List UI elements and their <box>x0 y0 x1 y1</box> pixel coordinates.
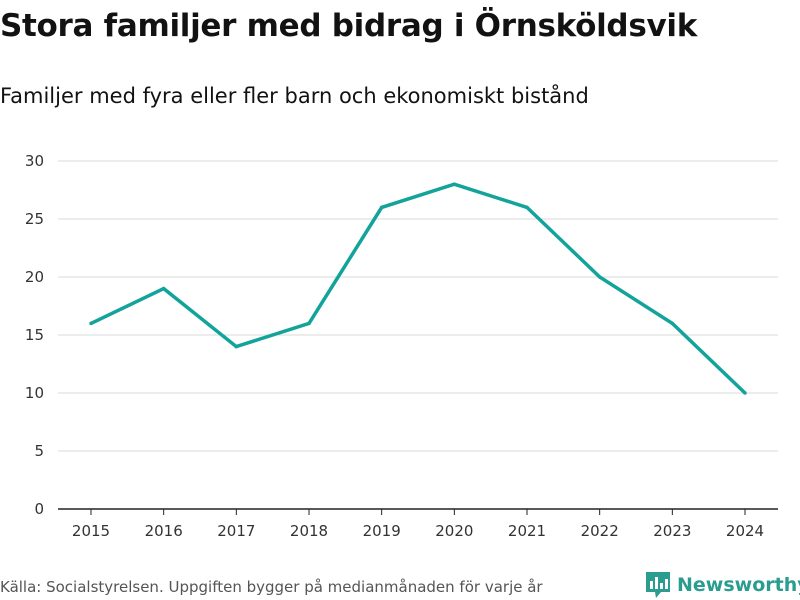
series-line <box>90 182 747 395</box>
x-tick-label: 2022 <box>581 522 619 540</box>
data-point <box>161 286 166 291</box>
bar-chart-icon <box>646 572 670 598</box>
x-tick-label: 2023 <box>653 522 691 540</box>
series-layer <box>89 182 747 395</box>
y-tick-label: 5 <box>34 442 44 460</box>
data-point <box>525 205 529 210</box>
x-tick-label: 2021 <box>508 522 546 540</box>
data-point <box>234 344 239 349</box>
y-tick-label: 25 <box>25 210 44 228</box>
y-tick-label: 15 <box>25 326 44 344</box>
data-point <box>89 321 93 326</box>
y-tick-label: 0 <box>34 500 44 518</box>
x-axis-ticks: 2015 2016 2017 2018 2019 2020 2021 2022 2023 2024 <box>72 509 764 540</box>
y-axis-ticks: 0 5 10 15 20 25 30 <box>25 152 44 518</box>
chart-title: Stora familjer med bidrag i Örnsköldsvik <box>0 8 698 44</box>
data-point <box>597 275 602 279</box>
brand-logo: Newsworthy <box>644 570 800 600</box>
data-point <box>452 182 457 186</box>
gridlines <box>58 160 778 452</box>
x-tick-label: 2017 <box>217 522 255 540</box>
chart-subtitle: Familjer med fyra eller fler barn och ek… <box>0 84 589 108</box>
x-tick-label: 2024 <box>726 522 764 540</box>
y-tick-label: 10 <box>25 384 44 402</box>
data-point <box>379 205 384 210</box>
data-point <box>307 321 311 326</box>
x-tick-label: 2019 <box>363 522 401 540</box>
brand-name: Newsworthy <box>677 574 800 596</box>
y-tick-label: 30 <box>25 152 44 170</box>
x-tick-label: 2020 <box>435 522 473 540</box>
x-tick-label: 2015 <box>72 522 110 540</box>
source-note: Källa: Socialstyrelsen. Uppgiften bygger… <box>0 578 543 596</box>
data-point <box>670 321 675 326</box>
data-point <box>743 391 747 395</box>
x-tick-label: 2018 <box>290 522 328 540</box>
y-tick-label: 20 <box>25 268 44 286</box>
x-tick-label: 2016 <box>145 522 183 540</box>
